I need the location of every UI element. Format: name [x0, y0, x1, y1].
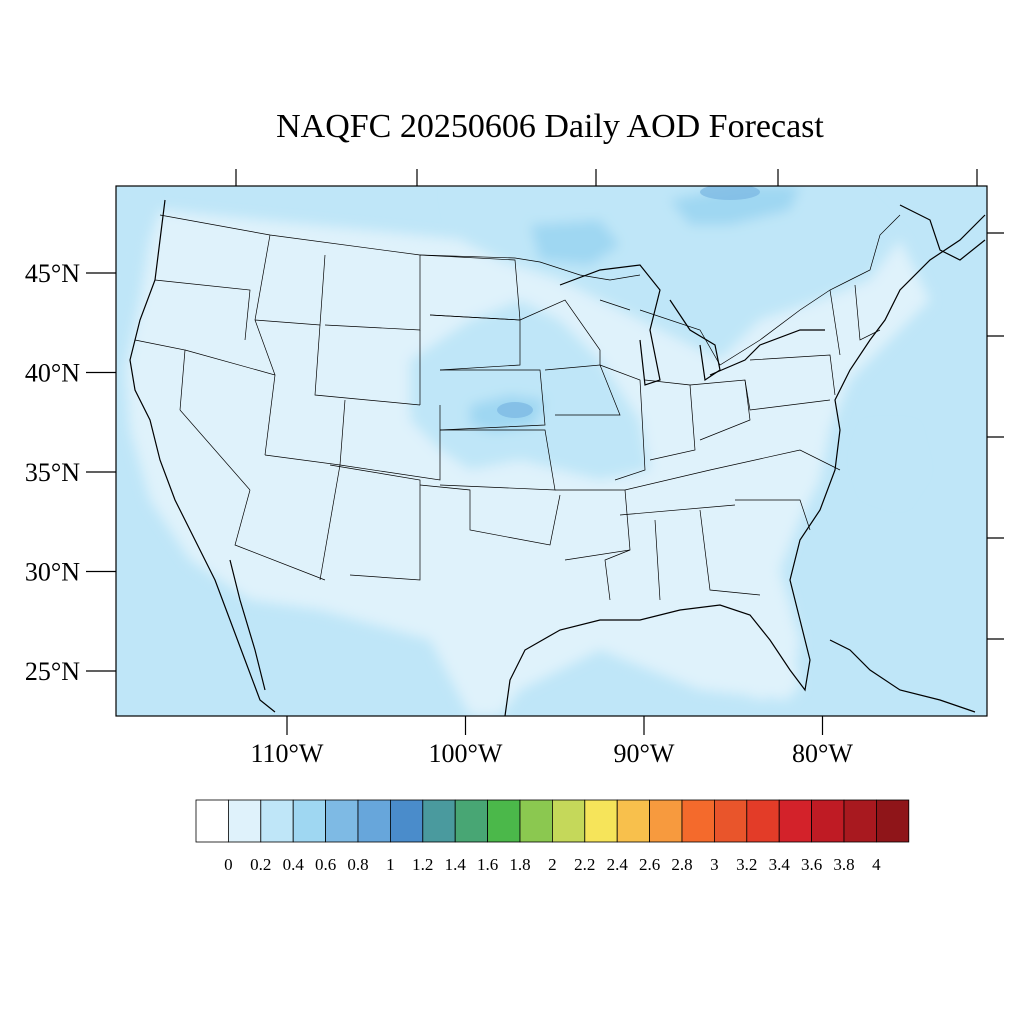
lon-label: 100°W — [429, 739, 503, 768]
colorbar-label: 0.2 — [250, 855, 271, 874]
colorbar-label: 3.8 — [833, 855, 854, 874]
colorbar-label: 2 — [548, 855, 557, 874]
colorbar-label: 2.4 — [607, 855, 629, 874]
aod-region-moderate — [530, 220, 620, 265]
colorbar-swatch — [389, 799, 424, 843]
colorbar-label: 1.6 — [477, 855, 498, 874]
colorbar-swatch — [325, 799, 359, 843]
lat-label: 30°N — [25, 558, 80, 587]
lat-label: 45°N — [25, 259, 80, 288]
colorbar — [195, 799, 910, 843]
colorbar-label: 3.6 — [801, 855, 822, 874]
colorbar-swatch — [584, 799, 618, 843]
colorbar-swatch — [195, 799, 229, 843]
colorbar-label: 3 — [710, 855, 719, 874]
aod-peak-plains — [497, 402, 533, 418]
colorbar-swatch — [454, 799, 489, 843]
colorbar-label: 1.2 — [412, 855, 433, 874]
colorbar-label: 2.8 — [671, 855, 692, 874]
colorbar-label: 0 — [224, 855, 233, 874]
longitude-labels: 110°W 100°W 90°W 80°W — [251, 739, 854, 768]
colorbar-swatch — [843, 799, 877, 843]
colorbar-swatch — [260, 799, 294, 843]
colorbar-swatch — [681, 799, 715, 843]
colorbar-swatch — [422, 799, 456, 843]
colorbar-label: 4 — [872, 855, 881, 874]
colorbar-swatch — [649, 799, 683, 843]
colorbar-label: 3.4 — [769, 855, 791, 874]
colorbar-label: 1.4 — [445, 855, 467, 874]
coastlines — [129, 199, 986, 716]
colorbar-swatch — [616, 799, 651, 843]
lon-label: 90°W — [614, 739, 675, 768]
colorbar-swatch — [487, 799, 521, 843]
colorbar-swatch — [292, 799, 327, 843]
colorbar-swatch — [357, 799, 391, 843]
colorbar-label: 3.2 — [736, 855, 757, 874]
colorbar-labels: 0 0.2 0.4 0.6 0.8 1 1.2 1.4 1.6 1.8 2 2.2 2.4 2.6 2.8 3… — [224, 855, 881, 874]
map-title: NAQFC 20250606 Daily AOD Forecast — [276, 108, 824, 145]
lon-label: 110°W — [251, 739, 324, 768]
lat-label: 25°N — [25, 657, 80, 686]
aod-region-moderate-ne — [670, 186, 800, 225]
map-frame — [115, 185, 988, 717]
colorbar-swatch — [552, 799, 586, 843]
colorbar-label: 2.6 — [639, 855, 660, 874]
map-ticks — [86, 169, 1004, 735]
lat-label: 35°N — [25, 458, 80, 487]
colorbar-swatch — [778, 799, 813, 843]
aod-region-atlantic — [860, 430, 920, 500]
aod-field — [116, 186, 987, 716]
colorbar-swatch — [227, 799, 262, 843]
colorbar-label: 0.6 — [315, 855, 336, 874]
state-boundaries — [134, 214, 901, 601]
colorbar-swatch — [714, 799, 748, 843]
colorbar-label: 1 — [386, 855, 395, 874]
aod-region-plains — [410, 300, 650, 480]
colorbar-label: 1.8 — [509, 855, 530, 874]
colorbar-label: 0.4 — [283, 855, 305, 874]
lat-label: 40°N — [25, 359, 80, 388]
latitude-labels: 45°N 40°N 35°N 30°N 25°N — [25, 259, 80, 686]
aod-peak-north — [700, 186, 760, 200]
colorbar-swatch — [876, 799, 910, 843]
colorbar-swatch — [746, 799, 780, 843]
aod-region-westcoast — [116, 186, 150, 360]
lon-label: 80°W — [792, 739, 853, 768]
colorbar-swatch — [519, 799, 553, 843]
colorbar-label: 2.2 — [574, 855, 595, 874]
colorbar-swatch — [811, 799, 845, 843]
colorbar-label: 0.8 — [347, 855, 368, 874]
